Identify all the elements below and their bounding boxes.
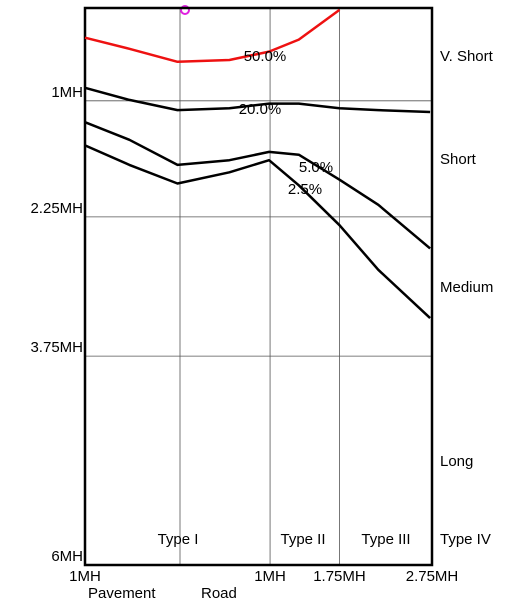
curve-label: 2.5% — [288, 181, 322, 198]
type-label: Type II — [280, 531, 325, 548]
x-label-part: Road — [201, 585, 237, 602]
marker — [180, 5, 190, 15]
y-tick-label: 3.75MH — [30, 339, 83, 356]
type-label: Type III — [361, 531, 410, 548]
zone-label: V. Short — [440, 48, 494, 65]
type-label: Type I — [158, 531, 199, 548]
x-tick-label: 2.75MH — [406, 568, 459, 585]
curve-label: 50.0% — [244, 48, 287, 65]
x-tick-label: 1.75MH — [313, 568, 366, 585]
curve — [84, 8, 341, 64]
zone-label: Short — [440, 151, 477, 168]
type-label: Type IV — [440, 531, 491, 548]
curve — [84, 121, 431, 250]
frame — [83, 6, 434, 567]
x-tick-label: 1MH — [69, 568, 101, 585]
x-tick-label: 1MH — [254, 568, 286, 585]
zone-label: Medium — [440, 279, 493, 296]
x-label-part: Pavement — [88, 585, 156, 602]
curve — [84, 144, 431, 320]
y-tick-label: 1MH — [51, 84, 83, 101]
curve — [84, 86, 431, 114]
curve-label: 20.0% — [239, 101, 282, 118]
curve-label: 5.0% — [299, 159, 333, 176]
zone-label: Long — [440, 453, 473, 470]
y-tick-label: 6MH — [51, 548, 83, 565]
y-tick-label: 2.25MH — [30, 200, 83, 217]
